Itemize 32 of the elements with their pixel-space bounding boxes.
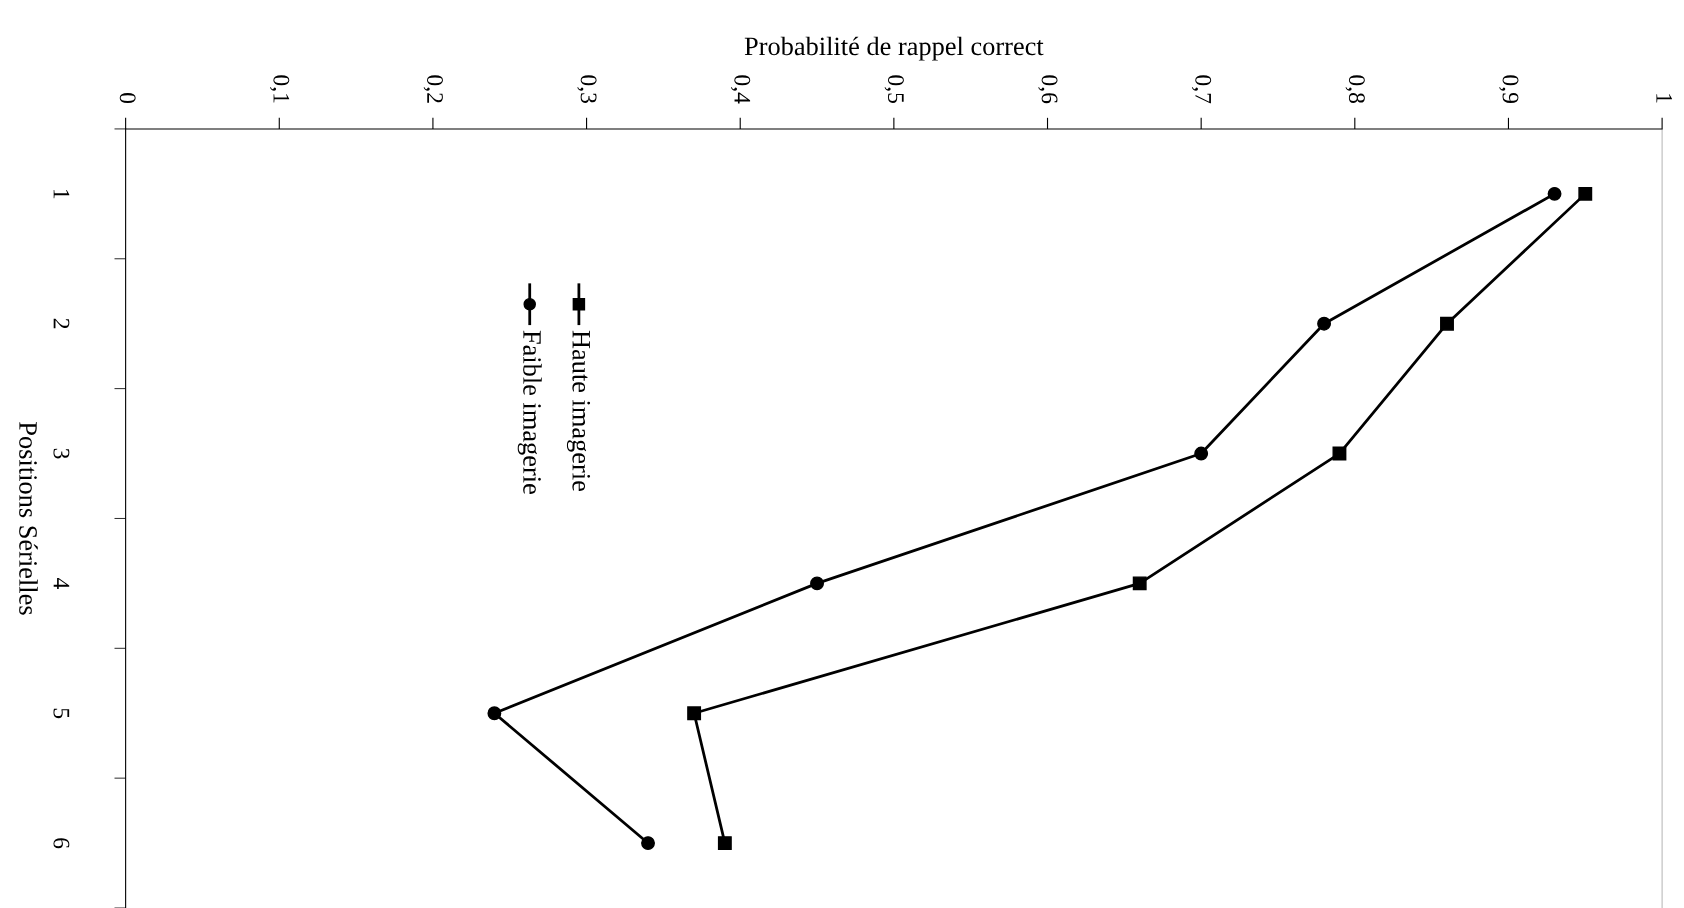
x-tick-label: 0,6 (1038, 75, 1058, 104)
point (717, 836, 732, 851)
y-tick-label: 2 (53, 318, 70, 329)
point (810, 576, 824, 591)
x-tick-label: 0 (119, 93, 136, 104)
x-tick-label: 0,8 (1345, 75, 1365, 104)
x-tick-label: 0,4 (730, 75, 751, 104)
x-tick-label: 0,7 (1191, 75, 1212, 104)
point (1194, 446, 1209, 461)
legend-label: Faible imagerie (517, 330, 542, 494)
point (641, 836, 655, 851)
x-tick-label: 0,3 (577, 75, 597, 104)
y-tick-label: 3 (53, 448, 70, 459)
y-tick-label: 4 (53, 577, 70, 589)
x-tick-label: 0,2 (423, 75, 443, 103)
point (1440, 316, 1454, 331)
x-axis-title: Probabilité de rappel correct (744, 36, 1044, 61)
point (1317, 316, 1332, 331)
point (487, 706, 502, 721)
y-tick-label: 6 (53, 838, 70, 849)
point (1578, 186, 1593, 201)
point (1132, 576, 1147, 591)
x-tick-label: 1 (1656, 94, 1673, 103)
y-axis-title: Positions Sérielles (19, 422, 38, 615)
x-tick-label: 0,1 (269, 75, 290, 103)
x-tick-label: 0,9 (1499, 75, 1519, 103)
x-tick-label: 0,5 (884, 75, 904, 104)
y-tick-label: 1 (53, 190, 70, 199)
point (687, 706, 702, 721)
point (1547, 186, 1562, 201)
legend-label: Haute imagerie (566, 330, 591, 491)
y-tick-label: 5 (53, 708, 70, 719)
